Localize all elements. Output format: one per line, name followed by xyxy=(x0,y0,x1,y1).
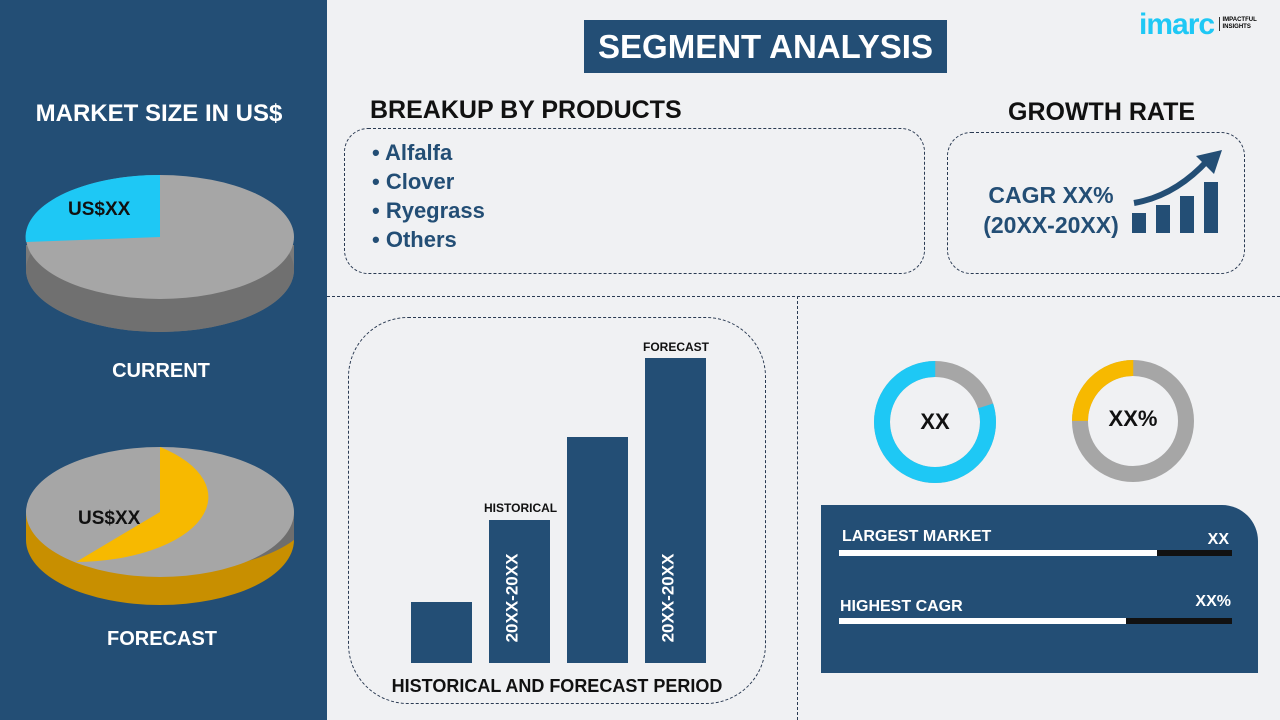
current-pie xyxy=(25,174,294,332)
largest-market-bar xyxy=(839,550,1232,556)
imarc-logo: imarc IMPACTFUL INSIGHTS xyxy=(1139,8,1259,42)
stats-panel: LARGEST MARKET XX HIGHEST CAGR XX% xyxy=(821,505,1258,673)
breakup-box xyxy=(344,128,925,274)
product-item: • Alfalfa xyxy=(372,140,453,165)
pie-current-slice xyxy=(25,174,160,242)
product-item: • Others xyxy=(372,227,457,252)
current-label: CURRENT xyxy=(112,360,210,382)
donut-chart-2 xyxy=(1072,360,1194,482)
largest-market-value: XX xyxy=(1207,531,1229,548)
forecast-pie xyxy=(26,447,294,605)
bar-1 xyxy=(411,602,472,663)
bar-2 xyxy=(489,519,550,663)
current-value: US$XX xyxy=(68,199,131,220)
product-item: • Clover xyxy=(372,169,455,194)
divider xyxy=(797,296,798,720)
donut-1-value: XX xyxy=(920,409,950,434)
breakup-heading: BREAKUP BY PRODUCTS xyxy=(370,96,682,124)
divider xyxy=(327,296,1280,297)
historical-range: 20XX-20XX xyxy=(502,553,522,643)
page-title: SEGMENT ANALYSIS xyxy=(584,20,947,73)
growth-heading: GROWTH RATE xyxy=(1008,98,1196,126)
pie-forecast-slice xyxy=(76,447,209,562)
cagr-text: CAGR XX% (20XX-20XX) xyxy=(983,182,1119,238)
growth-chart-icon xyxy=(1132,150,1222,233)
chart-title: HISTORICAL AND FORECAST PERIOD xyxy=(391,676,723,696)
donut-2-value: XX% xyxy=(1108,406,1158,431)
forecast-value: US$XX xyxy=(78,508,141,529)
logo-text: imarc xyxy=(1139,8,1215,41)
logo-tagline: IMPACTFUL INSIGHTS xyxy=(1218,17,1259,31)
donut-value-arc xyxy=(1072,360,1194,482)
market-size-heading: MARKET SIZE IN US$ xyxy=(35,100,283,127)
historical-label: HISTORICAL xyxy=(484,501,558,515)
bar-3 xyxy=(567,437,628,663)
donut-value-arc xyxy=(874,361,996,483)
growth-box xyxy=(947,132,1245,274)
highest-cagr-value: XX% xyxy=(1195,593,1231,610)
forecast-range: 20XX-20XX xyxy=(658,553,678,643)
forecast-bar-label: FORECAST xyxy=(643,340,709,354)
donut-chart-1 xyxy=(874,361,996,483)
forecast-label: FORECAST xyxy=(107,628,217,650)
product-list: • Alfalfa • Clover • Ryegrass • Others xyxy=(372,138,485,254)
largest-market-label: LARGEST MARKET xyxy=(842,528,992,545)
highest-cagr-bar xyxy=(839,618,1232,624)
highest-cagr-label: HIGHEST CAGR xyxy=(840,598,963,615)
bar-4 xyxy=(645,358,706,663)
chart-box xyxy=(348,317,766,704)
product-item: • Ryegrass xyxy=(372,198,485,223)
